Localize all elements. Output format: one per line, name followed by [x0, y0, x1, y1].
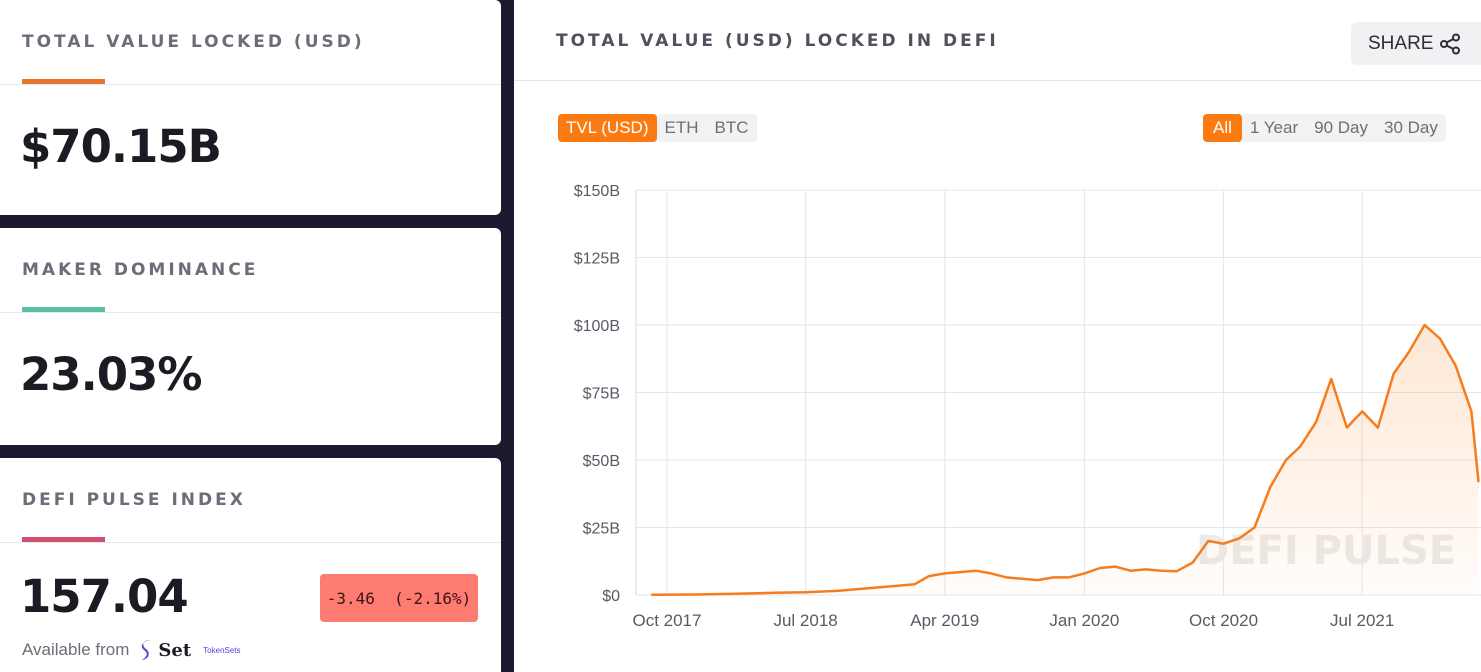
x-tick-label: Jan 2020 — [1049, 611, 1119, 630]
range-all[interactable]: All — [1203, 114, 1242, 142]
x-tick-label: Oct 2017 — [632, 611, 701, 630]
range-30-day[interactable]: 30 Day — [1384, 118, 1438, 137]
tvl-point — [1114, 565, 1116, 568]
available-from-label: Available from — [22, 640, 130, 659]
set-logo[interactable]: Set — [139, 639, 191, 661]
tvl-point — [1315, 421, 1317, 424]
tvl-point — [1144, 568, 1147, 571]
tvl-point — [1477, 480, 1480, 483]
x-tick-label: Oct 2020 — [1189, 611, 1258, 630]
tvl-point — [728, 593, 731, 595]
range-tabs: All 1 Year 90 Day 30 Day — [1203, 114, 1446, 142]
y-tick-label: $75B — [583, 386, 620, 403]
tvl-point — [1299, 445, 1302, 448]
tvl-chart: DEFI PULSE $0$25B$50B$75B$100B$125B$150B… — [574, 183, 1481, 630]
tvl-point — [1408, 351, 1410, 353]
set-logo-icon — [142, 640, 152, 660]
tokensets-logo[interactable]: TokenSets — [203, 645, 241, 655]
x-tick-label: Jul 2018 — [773, 611, 837, 630]
tvl-accent-bar — [22, 79, 105, 85]
maker-divider — [0, 312, 501, 313]
dpi-divider — [0, 542, 501, 543]
tvl-point — [1377, 426, 1379, 429]
dpi-change-badge: -3.46 (-2.16%) — [320, 574, 478, 622]
y-tick-label: $100B — [574, 318, 620, 335]
tvl-point — [836, 590, 838, 592]
tvl-point — [1330, 378, 1333, 380]
tvl-point — [1207, 540, 1210, 542]
tvl-point — [1083, 572, 1086, 575]
y-tick-label: $125B — [574, 251, 620, 268]
tvl-card-title: TOTAL VALUE LOCKED (USD) — [22, 32, 365, 52]
tvl-point — [1175, 570, 1178, 573]
share-icon — [1440, 33, 1461, 54]
share-button[interactable]: SHARE — [1351, 22, 1481, 65]
tvl-point — [1129, 569, 1132, 572]
tvl-point — [650, 593, 653, 596]
tvl-point — [697, 593, 699, 596]
y-tick-label: $25B — [583, 521, 620, 538]
tvl-point — [1052, 576, 1055, 579]
tvl-point — [773, 591, 776, 594]
maker-dominance-value: 23.03% — [20, 348, 202, 401]
tvl-point — [1238, 537, 1241, 540]
tvl-point — [898, 584, 900, 587]
tvl-point — [1470, 410, 1473, 413]
tvl-point — [1454, 364, 1457, 367]
range-90-day[interactable]: 90 Day — [1314, 118, 1369, 137]
maker-dominance-title: MAKER DOMINANCE — [22, 260, 259, 280]
defi-pulse-index-card: DEFI PULSE INDEX 157.04 — [0, 458, 501, 672]
tvl-point — [1423, 324, 1426, 326]
y-tick-label: $150B — [574, 183, 620, 200]
tvl-point — [1067, 576, 1070, 579]
tvl-line — [651, 323, 1480, 596]
tvl-divider — [0, 84, 501, 85]
available-from: Available from Set TokenSets — [22, 639, 241, 661]
tvl-point — [943, 572, 946, 575]
tvl-value: $70.15B — [20, 120, 222, 173]
tab-tvl-usd[interactable]: TVL (USD) — [558, 114, 657, 142]
tvl-point — [867, 587, 869, 590]
tvl-point — [1392, 372, 1395, 375]
tvl-point — [1346, 426, 1348, 429]
tvl-point — [1099, 567, 1101, 569]
tvl-card: TOTAL VALUE LOCKED (USD) $70.15B — [0, 0, 501, 215]
set-logo-text: Set — [158, 639, 192, 661]
tvl-chart-panel: TOTAL VALUE (USD) LOCKED IN DEFI SHARE T… — [514, 0, 1481, 672]
x-tick-label: Apr 2019 — [910, 611, 979, 630]
tvl-point — [974, 569, 977, 572]
tvl-point — [1253, 526, 1256, 529]
share-label: SHARE — [1368, 32, 1434, 54]
tvl-point — [1160, 569, 1163, 572]
tvl-point — [990, 572, 992, 575]
tvl-point — [1036, 579, 1039, 581]
tvl-point — [1005, 576, 1008, 579]
tvl-area-fill — [651, 325, 1479, 595]
tvl-point — [1439, 337, 1441, 340]
defi-pulse-index-title: DEFI PULSE INDEX — [22, 490, 246, 510]
tab-eth[interactable]: ETH — [664, 118, 699, 137]
y-tick-label: $50B — [583, 453, 620, 470]
x-tick-label: Jul 2021 — [1330, 611, 1394, 630]
panel-divider — [514, 80, 1481, 81]
maker-dominance-card: MAKER DOMINANCE 23.03% — [0, 228, 501, 445]
unit-tabs: TVL (USD) ETH BTC — [558, 114, 757, 142]
tvl-point — [1021, 577, 1024, 580]
defi-pulse-index-value: 157.04 — [20, 570, 189, 623]
panel-title: TOTAL VALUE (USD) LOCKED IN DEFI — [556, 31, 999, 51]
tvl-point — [959, 571, 961, 573]
tvl-point — [804, 591, 807, 594]
tvl-point — [1191, 561, 1194, 564]
maker-accent-bar — [22, 307, 105, 313]
tvl-point — [1361, 410, 1364, 413]
tvl-point — [913, 583, 916, 586]
tvl-point — [1269, 486, 1272, 488]
dpi-accent-bar — [22, 537, 105, 543]
tab-btc[interactable]: BTC — [714, 118, 749, 137]
tvl-point — [928, 575, 930, 577]
range-1-year[interactable]: 1 Year — [1249, 118, 1299, 137]
tvl-point — [1222, 542, 1225, 545]
tvl-point — [1285, 459, 1287, 461]
y-tick-label: $0 — [602, 588, 620, 605]
